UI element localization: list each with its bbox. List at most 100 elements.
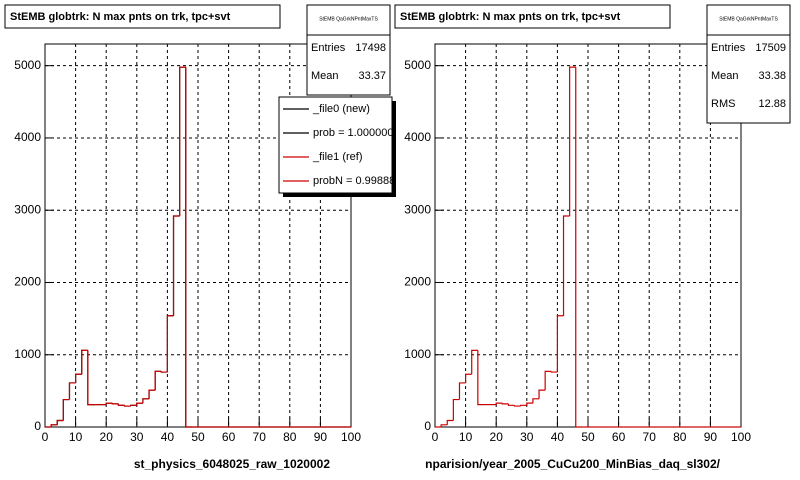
legend: _file0 (new) prob = 1.000000 _file1 (ref) p…: [283, 103, 395, 187]
x-tick-label: 70: [643, 430, 657, 444]
x-tick-label: 20: [490, 430, 504, 444]
histogram-bin: [520, 404, 527, 407]
legend-label: probN = 0.99888: [313, 175, 395, 187]
x-tick-label: 50: [581, 430, 595, 444]
histogram-bin: [81, 349, 88, 375]
histogram-bin: [575, 67, 582, 428]
y-tick-label: 0: [424, 419, 431, 433]
histogram-bin: [148, 389, 156, 399]
histogram-bin: [544, 370, 552, 391]
histogram-bin: [160, 371, 168, 373]
x-tick-label: 80: [283, 430, 297, 444]
x-tick-label: 0: [42, 430, 49, 444]
y-tick-label: 0: [34, 419, 41, 433]
histogram-bin: [105, 402, 113, 405]
histogram-bin: [550, 371, 558, 373]
histogram-bin: [446, 419, 454, 425]
y-tick-label: 4000: [14, 130, 41, 144]
x-tick-label: 80: [673, 430, 687, 444]
histogram-bin: [130, 404, 137, 407]
histogram-bin: [452, 398, 460, 421]
legend-box: [278, 96, 393, 194]
x-tick-label: 50: [191, 430, 205, 444]
histogram-bin: [68, 382, 76, 400]
x-tick-label: 60: [222, 430, 236, 444]
histogram-bin: [562, 215, 570, 316]
histogram-bin: [172, 215, 180, 316]
x-tick-label: 40: [551, 430, 565, 444]
stats-value: 33.37: [358, 70, 386, 82]
y-tick-label: 5000: [404, 58, 431, 72]
histogram-bin: [526, 402, 533, 406]
x-tick-label: 60: [612, 430, 626, 444]
y-tick-label: 2000: [14, 275, 41, 289]
title-box: [394, 4, 671, 29]
stats-title: StEMB QaGrkNPntMaxTS: [719, 16, 778, 22]
y-tick-label: 4000: [404, 130, 431, 144]
histogram-bin: [166, 315, 174, 373]
x-tick-label: 30: [520, 430, 534, 444]
legend-label: _file0 (new): [312, 103, 370, 115]
x-tick-label: 10: [459, 430, 473, 444]
histogram-bin: [569, 66, 576, 216]
x-axis-label: st_physics_6048025_raw_1020002: [134, 457, 330, 471]
y-tick-label: 3000: [404, 202, 431, 216]
y-tick-label: 2000: [404, 275, 431, 289]
x-tick-label: 70: [253, 430, 267, 444]
y-tick-label: 3000: [14, 202, 41, 216]
histogram-bin: [501, 403, 509, 405]
legend-label: prob = 1.000000: [313, 127, 393, 139]
title-box: [4, 4, 281, 29]
stats-value: 17498: [355, 42, 386, 54]
stats-label: RMS: [711, 98, 735, 110]
histogram-bin: [136, 402, 143, 406]
x-tick-label: 90: [704, 430, 718, 444]
histogram-bin: [87, 350, 94, 406]
histogram-bin: [50, 424, 58, 427]
stats-label: Entries: [711, 42, 746, 54]
x-tick-label: 30: [130, 430, 144, 444]
y-tick-label: 1000: [14, 347, 41, 361]
histogram-bin: [440, 424, 448, 427]
y-tick-label: 5000: [14, 58, 41, 72]
x-tick-label: 40: [161, 430, 175, 444]
histogram-bin: [56, 419, 64, 425]
histogram-bin: [538, 389, 546, 399]
histogram-bin: [111, 403, 119, 405]
chart-title: StEMB globtrk: N max pnts on trk, tpc+sv…: [400, 11, 621, 23]
histogram-bin: [465, 373, 472, 383]
histogram-bin: [123, 405, 131, 407]
stats-value: 12.88: [758, 98, 786, 110]
x-tick-label: 20: [100, 430, 114, 444]
stats-box: [706, 4, 791, 124]
x-tick-label: 0: [432, 430, 439, 444]
histogram-bin: [185, 67, 192, 428]
stats-title: StEMB QaGrkNPntMaxTS: [319, 16, 378, 22]
histogram-bin: [513, 405, 521, 407]
histogram-bin: [75, 373, 82, 383]
stats-label: Mean: [311, 70, 339, 82]
x-tick-label: 100: [731, 430, 751, 444]
stats-box: [306, 4, 391, 96]
x-axis-label: nparision/year_2005_CuCu200_MinBias_daq_…: [425, 457, 720, 471]
legend-label: _file1 (ref): [312, 151, 363, 163]
x-tick-label: 90: [314, 430, 328, 444]
histogram-bin: [507, 403, 515, 406]
histogram-bin: [477, 350, 484, 406]
stats-value: 33.38: [758, 70, 786, 82]
x-tick-label: 100: [341, 430, 361, 444]
y-tick-label: 1000: [404, 347, 431, 361]
stats-value: 17509: [755, 42, 786, 54]
chart-title: StEMB globtrk: N max pnts on trk, tpc+sv…: [10, 11, 231, 23]
histogram-bin: [117, 403, 125, 406]
histogram-bin: [495, 402, 503, 405]
stats-label: Mean: [711, 70, 739, 82]
histogram-bin: [532, 398, 540, 404]
histogram-bin: [142, 398, 150, 404]
histogram-bin: [471, 349, 478, 375]
histogram-bin: [154, 370, 162, 391]
x-tick-label: 10: [69, 430, 83, 444]
histogram-bin: [179, 66, 186, 216]
stats-label: Entries: [311, 42, 346, 54]
